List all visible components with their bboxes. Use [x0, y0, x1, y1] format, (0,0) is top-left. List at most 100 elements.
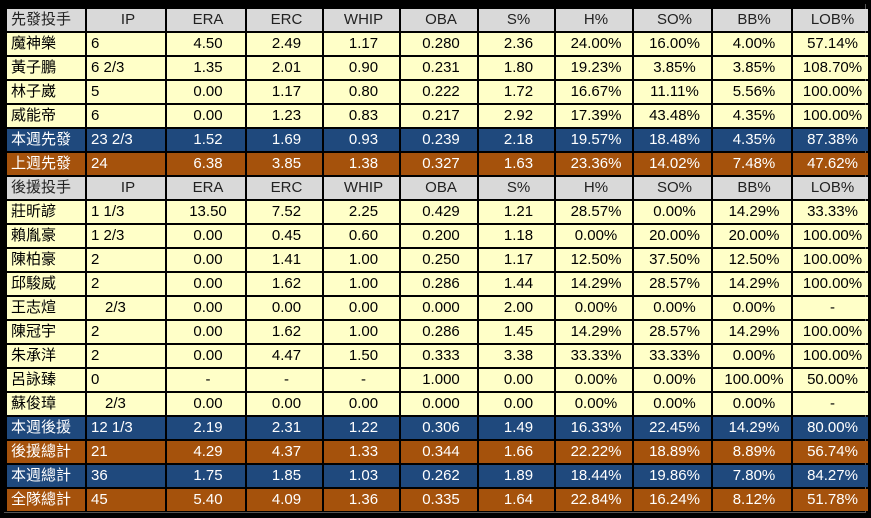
- player-row: 陳冠宇 2 0.00 1.62 1.00 0.286 1.45 14.29% 28.57% 14.…: [7, 321, 868, 343]
- pitcher-cell: 蘇俊璋: [7, 393, 85, 415]
- erc-cell: 4.37: [247, 441, 322, 463]
- erc-cell: 2.31: [247, 417, 322, 439]
- h-pct-cell: 23.36%: [556, 153, 632, 175]
- pitching-stats-panel: 先發投手 IP ERA ERC WHIP OBA S% H% SO% BB% LOB% 魔神樂 6 4.5…: [4, 4, 868, 513]
- whip-cell: 0.83: [324, 105, 399, 127]
- pitcher-cell: 黃子鵬: [7, 57, 85, 79]
- erc-cell: -: [247, 369, 322, 391]
- whip-cell: 0.93: [324, 129, 399, 151]
- s-pct-cell: 2.00: [479, 297, 554, 319]
- so-pct-cell: 0.00%: [634, 297, 711, 319]
- oba-cell: 0.280: [401, 33, 477, 55]
- whip-cell: -: [324, 369, 399, 391]
- column-header-pitcher: 後援投手: [7, 177, 85, 199]
- whip-cell: 1.50: [324, 345, 399, 367]
- era-cell: 2.19: [167, 417, 245, 439]
- header-row: 先發投手 IP ERA ERC WHIP OBA S% H% SO% BB% LOB%: [7, 9, 868, 31]
- erc-cell: 1.85: [247, 465, 322, 487]
- player-row: 邱駿威 2 0.00 1.62 1.00 0.286 1.44 14.29% 28.57% 14.…: [7, 273, 868, 295]
- oba-cell: 0.000: [401, 393, 477, 415]
- ip-cell: 5: [87, 81, 165, 103]
- bb-pct-cell: 100.00%: [713, 369, 791, 391]
- bb-pct-cell: 4.00%: [713, 33, 791, 55]
- era-cell: 4.29: [167, 441, 245, 463]
- column-header-so-pct: SO%: [634, 177, 711, 199]
- bb-pct-cell: 0.00%: [713, 393, 791, 415]
- h-pct-cell: 12.50%: [556, 249, 632, 271]
- bb-pct-cell: 20.00%: [713, 225, 791, 247]
- summary-row: 本週總計 36 1.75 1.85 1.03 0.262 1.89 18.44% 19.86% 7…: [7, 465, 868, 487]
- pitcher-cell: 賴胤豪: [7, 225, 85, 247]
- column-header-era: ERA: [167, 177, 245, 199]
- lob-pct-cell: 100.00%: [793, 345, 868, 367]
- column-header-s-pct: S%: [479, 177, 554, 199]
- s-pct-cell: 1.89: [479, 465, 554, 487]
- so-pct-cell: 33.33%: [634, 345, 711, 367]
- h-pct-cell: 16.67%: [556, 81, 632, 103]
- pitching-stats-table: 先發投手 IP ERA ERC WHIP OBA S% H% SO% BB% LOB% 魔神樂 6 4.5…: [5, 7, 870, 513]
- so-pct-cell: 18.89%: [634, 441, 711, 463]
- whip-cell: 1.22: [324, 417, 399, 439]
- pitcher-cell: 陳冠宇: [7, 321, 85, 343]
- lob-pct-cell: 57.14%: [793, 33, 868, 55]
- column-header-oba: OBA: [401, 177, 477, 199]
- erc-cell: 1.69: [247, 129, 322, 151]
- so-pct-cell: 0.00%: [634, 369, 711, 391]
- oba-cell: 0.222: [401, 81, 477, 103]
- ip-cell: 36: [87, 465, 165, 487]
- column-header-h-pct: H%: [556, 9, 632, 31]
- whip-cell: 0.60: [324, 225, 399, 247]
- whip-cell: 0.90: [324, 57, 399, 79]
- lob-pct-cell: 100.00%: [793, 321, 868, 343]
- player-row: 林子崴 5 0.00 1.17 0.80 0.222 1.72 16.67% 11.11% 5.5…: [7, 81, 868, 103]
- oba-cell: 0.335: [401, 489, 477, 511]
- so-pct-cell: 16.00%: [634, 33, 711, 55]
- column-header-s-pct: S%: [479, 9, 554, 31]
- column-header-so-pct: SO%: [634, 9, 711, 31]
- h-pct-cell: 18.44%: [556, 465, 632, 487]
- whip-cell: 1.38: [324, 153, 399, 175]
- s-pct-cell: 0.00: [479, 369, 554, 391]
- s-pct-cell: 1.66: [479, 441, 554, 463]
- erc-cell: 4.47: [247, 345, 322, 367]
- column-header-whip: WHIP: [324, 177, 399, 199]
- bb-pct-cell: 0.00%: [713, 345, 791, 367]
- player-row: 黃子鵬 6 2/3 1.35 2.01 0.90 0.231 1.80 19.23% 3.85%…: [7, 57, 868, 79]
- summary-row: 後援總計 21 4.29 4.37 1.33 0.344 1.66 22.22% 18.89% 8…: [7, 441, 868, 463]
- bb-pct-cell: 14.29%: [713, 273, 791, 295]
- era-cell: 0.00: [167, 225, 245, 247]
- column-header-ip: IP: [87, 9, 165, 31]
- summary-row: 本週先發 23 2/3 1.52 1.69 0.93 0.239 2.18 19.57% 18.…: [7, 129, 868, 151]
- lob-pct-cell: 100.00%: [793, 225, 868, 247]
- oba-cell: 1.000: [401, 369, 477, 391]
- column-header-bb-pct: BB%: [713, 9, 791, 31]
- so-pct-cell: 16.24%: [634, 489, 711, 511]
- so-pct-cell: 43.48%: [634, 105, 711, 127]
- s-pct-cell: 1.17: [479, 249, 554, 271]
- oba-cell: 0.250: [401, 249, 477, 271]
- so-pct-cell: 0.00%: [634, 393, 711, 415]
- oba-cell: 0.327: [401, 153, 477, 175]
- erc-cell: 2.49: [247, 33, 322, 55]
- lob-pct-cell: 47.62%: [793, 153, 868, 175]
- era-cell: 0.00: [167, 297, 245, 319]
- oba-cell: 0.000: [401, 297, 477, 319]
- so-pct-cell: 20.00%: [634, 225, 711, 247]
- pitcher-cell: 後援總計: [7, 441, 85, 463]
- column-header-era: ERA: [167, 9, 245, 31]
- bb-pct-cell: 5.56%: [713, 81, 791, 103]
- header-row: 後援投手 IP ERA ERC WHIP OBA S% H% SO% BB% LOB%: [7, 177, 868, 199]
- column-header-erc: ERC: [247, 9, 322, 31]
- erc-cell: 3.85: [247, 153, 322, 175]
- era-cell: 5.40: [167, 489, 245, 511]
- erc-cell: 1.41: [247, 249, 322, 271]
- column-header-ip: IP: [87, 177, 165, 199]
- lob-pct-cell: 87.38%: [793, 129, 868, 151]
- era-cell: 1.35: [167, 57, 245, 79]
- oba-cell: 0.200: [401, 225, 477, 247]
- bb-pct-cell: 7.48%: [713, 153, 791, 175]
- lob-pct-cell: 84.27%: [793, 465, 868, 487]
- era-cell: 0.00: [167, 345, 245, 367]
- oba-cell: 0.286: [401, 273, 477, 295]
- era-cell: 0.00: [167, 249, 245, 271]
